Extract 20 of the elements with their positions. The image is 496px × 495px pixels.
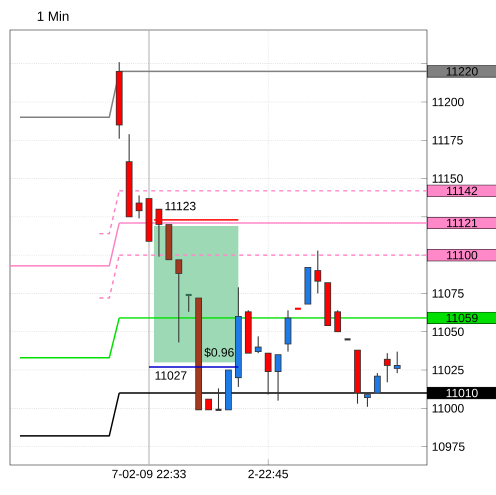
y-tick-label: 11075	[432, 289, 464, 298]
ref-line-label: 11121	[447, 218, 478, 228]
annotation: 11123	[165, 202, 196, 210]
y-tick-label: 11150	[432, 174, 463, 183]
ref-line-label: 11220	[446, 67, 478, 76]
ref-line-label: 11100	[447, 250, 478, 260]
x-tick-label: 2-22:45	[248, 470, 288, 478]
y-tick-label: 11200	[432, 98, 464, 106]
chart-title: 1 Min	[38, 11, 68, 21]
y-tick-label: 11000	[432, 404, 464, 413]
ref-line-label: 11059	[446, 314, 478, 322]
y-tick-label: 10975	[432, 442, 465, 451]
y-tick-label: 11175	[432, 136, 463, 144]
ref-line-label: 11142	[447, 186, 478, 196]
y-tick-label: 11025	[432, 366, 464, 374]
annotation: $0.96	[204, 348, 234, 358]
ref-line-label: 11010	[446, 388, 478, 398]
x-tick-label: 7-02-09 22:33	[112, 470, 186, 478]
annotation: 11027	[156, 371, 186, 380]
y-tick-label: 11050	[432, 327, 464, 336]
